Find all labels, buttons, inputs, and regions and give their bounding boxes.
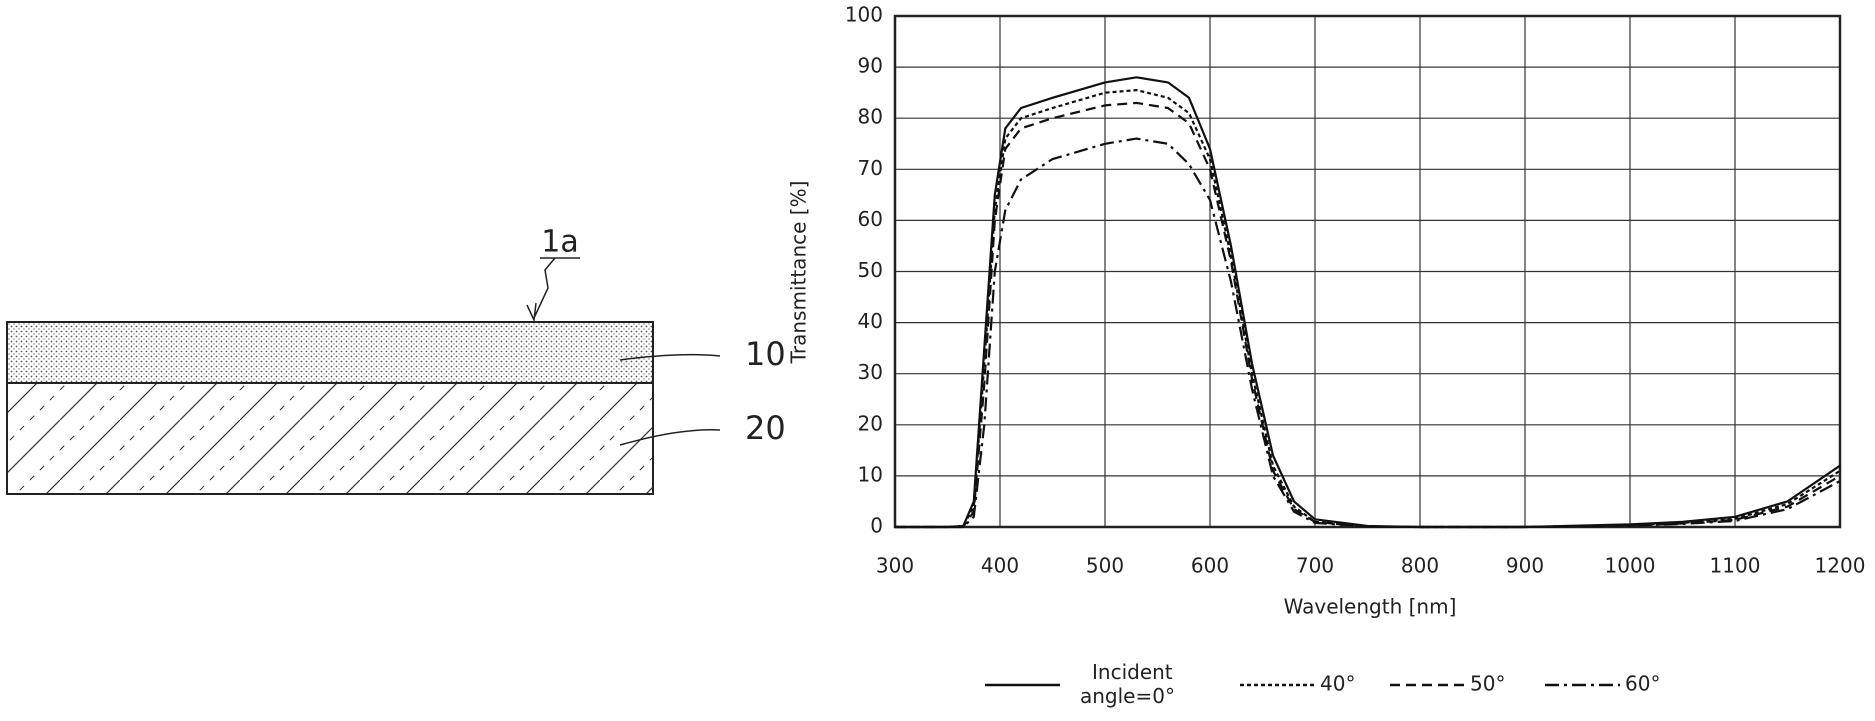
y-tick-label: 100	[845, 3, 883, 27]
x-tick-label: 600	[1191, 554, 1229, 578]
leader-10	[619, 353, 721, 361]
y-tick-label: 0	[870, 514, 883, 538]
legend-label: 60°	[1625, 672, 1660, 696]
y-axis-label: Transmittance [%]	[787, 181, 811, 365]
y-tick-label: 30	[858, 360, 883, 384]
series-line	[895, 137, 1841, 529]
arrow-1a	[526, 257, 556, 323]
legend-label: 50°	[1470, 672, 1505, 696]
legend-label: Incident angle=0°	[1080, 660, 1175, 708]
legend-label: 40°	[1320, 672, 1355, 696]
y-tick-label: 80	[858, 105, 883, 129]
x-tick-label: 1100	[1710, 554, 1761, 578]
x-tick-label: 900	[1506, 554, 1544, 578]
x-tick-label: 700	[1296, 554, 1334, 578]
x-tick-label: 1200	[1815, 554, 1866, 578]
x-tick-label: 400	[981, 554, 1019, 578]
x-tick-label: 1000	[1605, 554, 1656, 578]
x-axis-label: Wavelength [nm]	[1284, 595, 1457, 619]
y-tick-label: 20	[858, 411, 883, 435]
y-tick-label: 50	[858, 258, 883, 282]
y-tick-label: 60	[858, 207, 883, 231]
series-line	[895, 101, 1841, 529]
layer-20	[6, 382, 654, 495]
layer-10	[6, 321, 654, 384]
leader-20	[619, 429, 721, 446]
y-tick-label: 70	[858, 156, 883, 180]
x-tick-label: 500	[1086, 554, 1124, 578]
series-line	[895, 76, 1841, 529]
label-10: 10	[745, 335, 786, 373]
x-tick-label: 800	[1401, 554, 1439, 578]
label-1a: 1a	[541, 225, 578, 260]
label-20: 20	[745, 409, 786, 447]
layer-diagram: 1a 10 20	[6, 225, 786, 495]
x-tick-label: 300	[876, 554, 914, 578]
y-tick-label: 90	[858, 54, 883, 78]
y-tick-label: 40	[858, 309, 883, 333]
series-line	[895, 89, 1841, 529]
y-tick-label: 10	[858, 462, 883, 486]
